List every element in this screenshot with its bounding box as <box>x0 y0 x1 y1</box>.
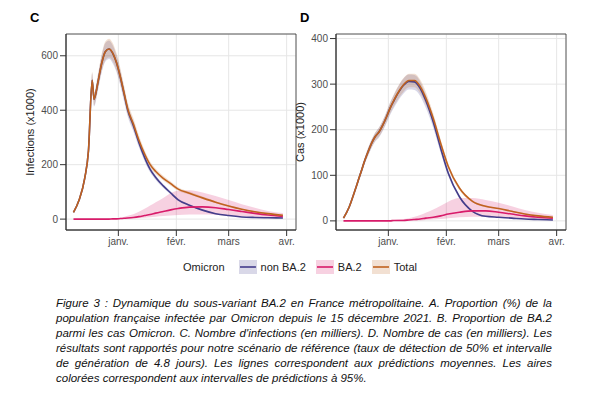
html-text:Omicron: Omicron <box>183 261 225 273</box>
html-text:C: C <box>30 10 40 25</box>
svg-text:400: 400 <box>311 33 328 44</box>
svg-text:janv.: janv. <box>107 236 128 247</box>
svg-text:100: 100 <box>311 170 328 181</box>
svg-text:Infections (x1000): Infections (x1000) <box>24 88 36 175</box>
svg-text:janv.: janv. <box>377 236 398 247</box>
svg-text:mars: mars <box>218 236 240 247</box>
svg-text:févr.: févr. <box>167 236 186 247</box>
svg-text:200: 200 <box>41 159 58 170</box>
html-text:non BA.2: non BA.2 <box>260 261 306 273</box>
svg-text:mars: mars <box>488 236 510 247</box>
svg-text:0: 0 <box>322 215 328 226</box>
svg-text:300: 300 <box>311 79 328 90</box>
svg-text:Cas (x1000): Cas (x1000) <box>294 102 306 162</box>
html-text:D: D <box>300 10 310 25</box>
svg-text:400: 400 <box>41 105 58 116</box>
svg-text:0: 0 <box>52 214 58 225</box>
svg-text:févr.: févr. <box>437 236 456 247</box>
svg-text:200: 200 <box>311 124 328 135</box>
html-text:Figure 3 : Dynamique du sous-v: Figure 3 : Dynamique du sous-variant BA.… <box>56 297 552 384</box>
svg-text:600: 600 <box>41 50 58 61</box>
svg-text:avr.: avr. <box>279 236 295 247</box>
svg-text:avr.: avr. <box>549 236 565 247</box>
html-text:BA.2: BA.2 <box>337 261 362 273</box>
html-text:Total: Total <box>393 261 417 273</box>
